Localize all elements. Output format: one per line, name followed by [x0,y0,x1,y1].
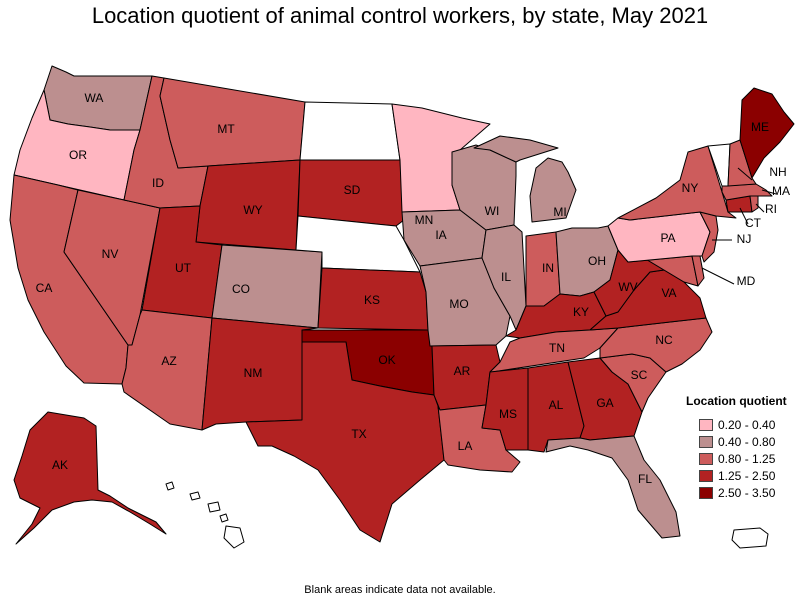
state-TX[interactable] [245,341,445,543]
state-label-MD: MD [737,274,756,288]
state-label-SD: SD [344,183,361,197]
leader-MD [701,267,735,285]
state-label-TN: TN [549,341,565,355]
state-label-CT: CT [745,216,762,230]
leader-RI [755,203,765,213]
legend-swatch [699,469,713,482]
state-label-TX: TX [351,427,366,441]
state-MA[interactable] [721,183,773,201]
state-label-AL: AL [549,398,564,412]
state-label-NH: NH [769,165,786,179]
state-label-PA: PA [660,231,675,245]
state-FL[interactable] [545,435,681,539]
legend-swatch [699,418,713,431]
state-label-AK: AK [52,458,68,472]
state-HI[interactable] [165,481,245,549]
legend-swatch [699,452,713,465]
legend: Location quotient 0.20 - 0.40 0.40 - 0.8… [686,394,798,501]
state-label-UT: UT [175,261,192,275]
state-label-IA: IA [435,228,446,242]
legend-swatch [699,435,713,448]
legend-title: Location quotient [686,394,787,408]
state-label-ME: ME [751,120,769,134]
state-label-NV: NV [102,247,119,261]
state-CO[interactable] [211,244,323,329]
legend-item: 0.80 - 1.25 [686,450,798,467]
state-label-IL: IL [501,270,511,284]
state-label-MT: MT [217,122,235,136]
state-label-SC: SC [631,368,648,382]
state-label-ID: ID [152,176,164,190]
state-PA[interactable] [607,211,711,263]
state-RI[interactable] [749,195,759,213]
state-label-WY: WY [243,203,262,217]
state-label-NM: NM [244,366,263,380]
state-label-MN: MN [415,213,434,227]
state-AK[interactable] [13,411,167,545]
state-label-FL: FL [638,472,652,486]
state-label-WV: WV [618,280,637,294]
legend-label: 0.20 - 0.40 [718,417,776,432]
state-label-KY: KY [573,305,589,319]
leader-MA [761,189,777,195]
state-ND[interactable] [299,101,401,161]
legend-item: 2.50 - 3.50 [686,484,798,501]
state-label-MS: MS [499,407,517,421]
state-label-NC: NC [655,333,673,347]
state-label-VA: VA [661,286,676,300]
state-MI[interactable] [473,135,577,223]
state-NH[interactable] [727,139,757,187]
state-label-WA: WA [85,91,104,105]
map-title: Location quotient of animal control work… [91,3,709,28]
legend-swatch [699,486,713,499]
state-SD[interactable] [297,159,405,227]
state-label-MO: MO [449,297,468,311]
state-label-MI: MI [553,205,566,219]
state-ME[interactable] [739,87,795,179]
legend-label: 2.50 - 3.50 [718,485,776,500]
legend-item: 0.20 - 0.40 [686,416,798,433]
state-label-LA: LA [458,439,473,453]
state-WY[interactable] [195,159,301,251]
legend-item: 1.25 - 2.50 [686,467,798,484]
state-label-WI: WI [485,204,500,218]
footnote: Blank areas indicate data not available. [304,584,496,596]
state-label-GA: GA [596,396,613,410]
state-label-CO: CO [232,282,250,296]
state-label-OH: OH [588,254,606,268]
state-label-MA: MA [772,184,790,198]
state-PR[interactable] [731,527,769,549]
state-label-IN: IN [542,261,554,275]
state-NY[interactable] [617,145,737,221]
legend-item: 0.40 - 0.80 [686,433,798,450]
state-label-RI: RI [765,202,777,216]
state-label-CA: CA [36,281,53,295]
state-label-NJ: NJ [737,232,752,246]
state-NJ[interactable] [699,211,719,263]
legend-label: 1.25 - 2.50 [718,468,776,483]
state-label-KS: KS [364,293,380,307]
state-label-OK: OK [378,353,395,367]
state-label-OR: OR [69,148,87,162]
legend-label: 0.80 - 1.25 [718,451,776,466]
state-label-AZ: AZ [161,354,176,368]
state-label-AR: AR [454,364,471,378]
leader-NH [737,167,753,181]
leader-CT [739,207,749,225]
legend-label: 0.40 - 0.80 [718,434,776,449]
state-label-NY: NY [682,181,699,195]
